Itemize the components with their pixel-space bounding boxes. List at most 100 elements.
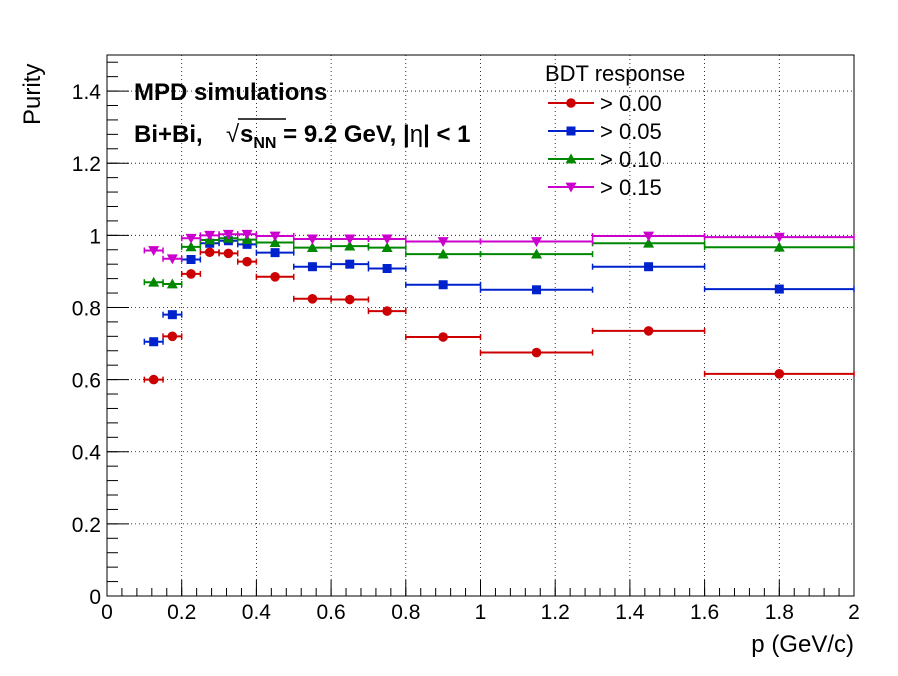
data-point: [774, 369, 785, 379]
x-tick-label: 0.6: [316, 601, 345, 624]
sqrt-symbol: √: [226, 121, 240, 148]
data-point: [166, 254, 178, 265]
data-point: [269, 237, 281, 247]
x-tick-label: 0.4: [242, 601, 272, 624]
legend-title: BDT response: [545, 61, 685, 86]
y-tick-label: 0.2: [72, 514, 101, 537]
data-point: [643, 326, 654, 336]
data-point: [185, 233, 197, 244]
x-tick-label: 1.4: [615, 601, 645, 624]
annotation: MPD simulations Bi+Bi, √sNN = 9.2 GeV, |η…: [134, 79, 471, 152]
data-point: [437, 237, 449, 247]
x-axis-label: p (GeV/c): [751, 631, 854, 658]
x-tick-label: 0.8: [391, 601, 420, 624]
data-series: [143, 229, 855, 385]
data-point: [773, 241, 785, 252]
legend-entry: > 0.15: [548, 175, 662, 200]
legend-label: > 0.10: [600, 147, 662, 172]
y-tick-label: 0: [89, 586, 101, 609]
data-point: [438, 280, 448, 290]
data-point: [344, 234, 356, 245]
y-tick-label: 1.4: [72, 81, 102, 104]
axis-ticks: [106, 61, 855, 597]
annotation-eta-cut: | < 1: [423, 121, 470, 148]
data-point: [531, 248, 543, 259]
x-tick-label: 2: [848, 601, 860, 624]
data-point: [306, 242, 318, 252]
data-point: [186, 254, 196, 264]
series-2: [143, 232, 855, 289]
grid-lines: [107, 55, 854, 596]
legend-label: > 0.15: [600, 175, 662, 200]
data-point: [531, 347, 542, 358]
data-point: [242, 256, 252, 267]
legend-label: > 0.00: [600, 91, 662, 116]
x-tick-label: 1.8: [765, 601, 794, 624]
x-tick-label: 1: [475, 601, 487, 624]
legend: BDT response > 0.00 > 0.05 > 0.10 > 0.15: [545, 61, 685, 200]
tick-labels: 0 0.2 0.4 0.6 0.8 1 1.2 1.4 1.6 1.8 2 0 0.2 0.4 0.6 0.8…: [72, 81, 860, 624]
annotation-energy: = 9.2 GeV, |: [276, 121, 409, 148]
y-axis-label: Purity: [19, 64, 46, 125]
data-point: [381, 234, 393, 245]
data-point: [204, 247, 215, 258]
data-point: [148, 374, 159, 385]
data-point: [307, 262, 317, 272]
data-point: [148, 246, 160, 256]
data-point: [204, 230, 216, 241]
x-tick-label: 1.2: [541, 601, 570, 624]
x-tick-label: 1.6: [690, 601, 719, 624]
x-tick-label: 0: [101, 601, 113, 624]
data-point: [774, 284, 784, 294]
annotation-system: Bi+Bi,: [134, 121, 203, 148]
legend-label: > 0.05: [600, 119, 662, 144]
legend-marker: [565, 153, 577, 164]
data-point: [222, 229, 234, 240]
data-point: [223, 248, 234, 259]
legend-marker: [566, 126, 576, 136]
data-point: [167, 310, 177, 320]
data-point: [437, 248, 449, 259]
y-tick-label: 0.6: [72, 370, 101, 393]
data-point: [773, 232, 785, 243]
data-point: [382, 264, 392, 274]
data-point: [531, 237, 543, 247]
data-point: [438, 332, 448, 342]
x-tick-label: 0.2: [167, 601, 196, 624]
annotation-line2: Bi+Bi, √sNN = 9.2 GeV, |η| < 1: [134, 121, 471, 152]
legend-marker: [565, 182, 577, 193]
y-tick-label: 0.8: [72, 297, 101, 320]
data-point: [644, 262, 654, 272]
y-tick-label: 1.2: [72, 153, 101, 176]
data-point: [270, 272, 280, 282]
data-point: [269, 231, 281, 242]
annotation-nn: NN: [253, 135, 276, 152]
data-point: [167, 331, 178, 342]
annotation-s: s: [240, 121, 253, 148]
data-point: [149, 337, 159, 347]
annotation-eta: η: [410, 121, 423, 148]
data-point: [532, 285, 542, 295]
data-point: [307, 294, 318, 304]
legend-entry: > 0.05: [548, 119, 662, 144]
data-point: [148, 276, 160, 287]
y-tick-label: 1: [89, 225, 101, 248]
data-point: [381, 242, 393, 252]
data-point: [382, 306, 392, 316]
data-point: [242, 239, 252, 249]
data-point: [185, 241, 197, 252]
data-point: [306, 234, 318, 245]
data-point: [241, 229, 253, 240]
data-point: [643, 231, 655, 242]
data-point: [344, 294, 355, 305]
legend-entry: > 0.10: [548, 147, 662, 172]
y-tick-label: 0.4: [72, 442, 102, 465]
data-point: [166, 278, 178, 289]
data-point: [270, 248, 280, 258]
data-point: [186, 269, 196, 279]
data-point: [643, 237, 655, 248]
data-point: [345, 259, 355, 269]
annotation-line1: MPD simulations: [134, 79, 327, 106]
legend-entry: > 0.00: [548, 91, 662, 116]
